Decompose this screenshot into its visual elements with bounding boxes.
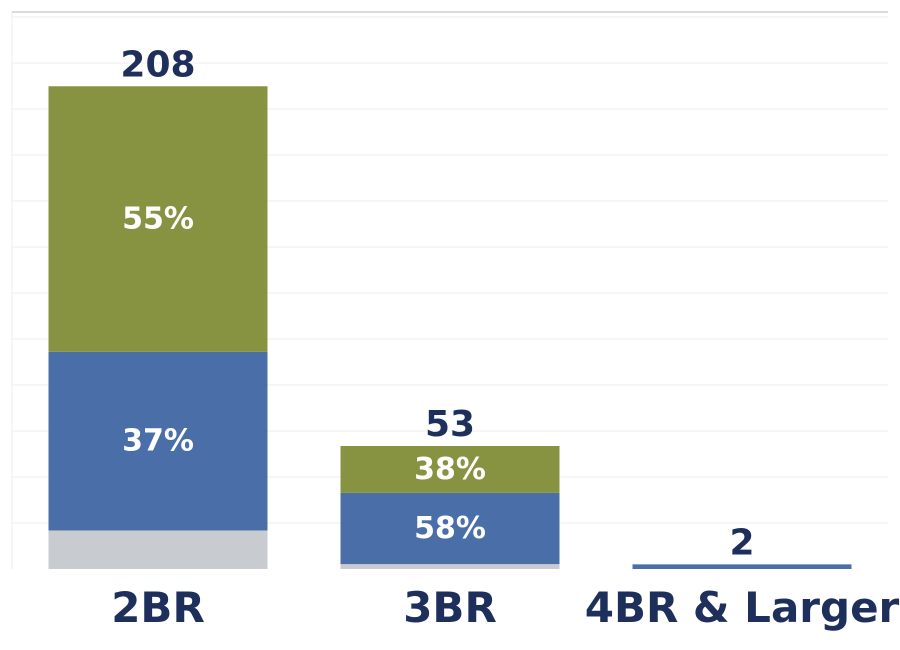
bar-segment-2br-2 <box>48 86 268 352</box>
segment-label: 55% <box>122 202 194 237</box>
x-tick-label: 4BR & Larger <box>585 583 900 632</box>
total-labels-group: 208 53 2 <box>120 44 754 563</box>
x-tick-label: 3BR <box>403 583 497 632</box>
total-label: 2 <box>729 522 754 563</box>
bar-segment-3br-2 <box>340 445 560 493</box>
segment-labels-group: 37% 55% 58% 38% <box>122 202 486 546</box>
x-tick-label: 2BR <box>111 583 205 632</box>
total-label: 53 <box>425 404 475 445</box>
segment-label: 38% <box>414 452 486 487</box>
bar-segment-2br-0 <box>48 530 268 569</box>
bar-segment-4br-larger-1 <box>632 564 852 569</box>
bar-segment-2br-1 <box>48 351 268 531</box>
bar-segment-3br-0 <box>340 564 560 569</box>
total-label: 208 <box>120 44 195 85</box>
bars-group <box>48 86 852 569</box>
segment-label: 37% <box>122 424 194 459</box>
bar-segment-3br-1 <box>340 492 560 565</box>
segment-label: 58% <box>414 511 486 546</box>
x-axis-tick-labels: 2BR 3BR 4BR & Larger <box>111 583 899 632</box>
